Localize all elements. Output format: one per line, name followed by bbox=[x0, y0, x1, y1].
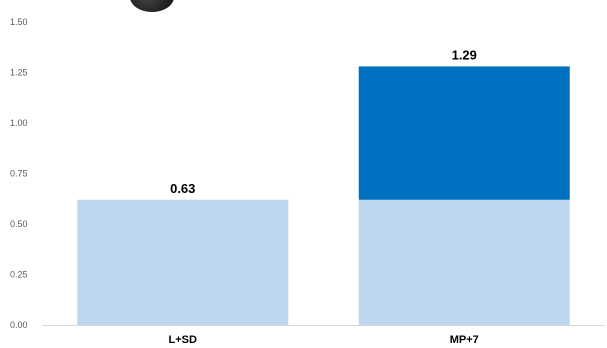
x-tick-label: MP+7 bbox=[450, 334, 479, 346]
y-tick-label: 0.25 bbox=[10, 270, 28, 280]
data-label: 1.29 bbox=[452, 47, 477, 62]
y-tick-label: 1.50 bbox=[10, 17, 28, 27]
data-label: 0.63 bbox=[170, 181, 195, 196]
y-tick-label: 1.00 bbox=[10, 118, 28, 128]
bar-segment bbox=[77, 199, 289, 325]
y-tick-label: 0.75 bbox=[10, 169, 28, 179]
bar-segment bbox=[358, 66, 570, 200]
bar-segment bbox=[358, 199, 570, 325]
y-tick-label: 1.25 bbox=[10, 68, 28, 78]
y-tick-label: 0.00 bbox=[10, 320, 28, 330]
x-tick-label: L+SD bbox=[169, 334, 197, 346]
dark-circle-icon bbox=[130, 0, 174, 12]
y-tick-label: 0.50 bbox=[10, 219, 28, 229]
